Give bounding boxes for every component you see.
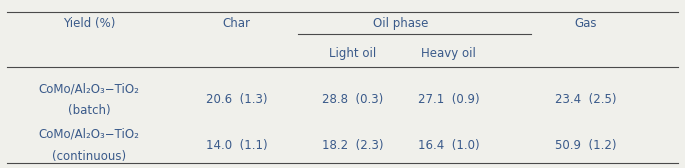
Text: 18.2  (2.3): 18.2 (2.3) <box>322 139 384 152</box>
Text: 28.8  (0.3): 28.8 (0.3) <box>322 93 384 107</box>
Text: 16.4  (1.0): 16.4 (1.0) <box>418 139 479 152</box>
Text: 27.1  (0.9): 27.1 (0.9) <box>418 93 479 107</box>
Text: CoMo/Al₂O₃−TiO₂: CoMo/Al₂O₃−TiO₂ <box>38 82 140 96</box>
Text: Gas: Gas <box>575 17 597 30</box>
Text: 14.0  (1.1): 14.0 (1.1) <box>206 139 267 152</box>
Text: 23.4  (2.5): 23.4 (2.5) <box>555 93 616 107</box>
Text: Oil phase: Oil phase <box>373 17 428 30</box>
Text: Light oil: Light oil <box>329 47 376 60</box>
Text: CoMo/Al₂O₃−TiO₂: CoMo/Al₂O₃−TiO₂ <box>38 128 140 141</box>
Text: 20.6  (1.3): 20.6 (1.3) <box>206 93 267 107</box>
Text: Heavy oil: Heavy oil <box>421 47 476 60</box>
Text: Char: Char <box>223 17 250 30</box>
Text: 50.9  (1.2): 50.9 (1.2) <box>555 139 616 152</box>
Text: (batch): (batch) <box>68 104 110 117</box>
Text: Yield (%): Yield (%) <box>63 17 115 30</box>
Text: (continuous): (continuous) <box>52 150 126 163</box>
